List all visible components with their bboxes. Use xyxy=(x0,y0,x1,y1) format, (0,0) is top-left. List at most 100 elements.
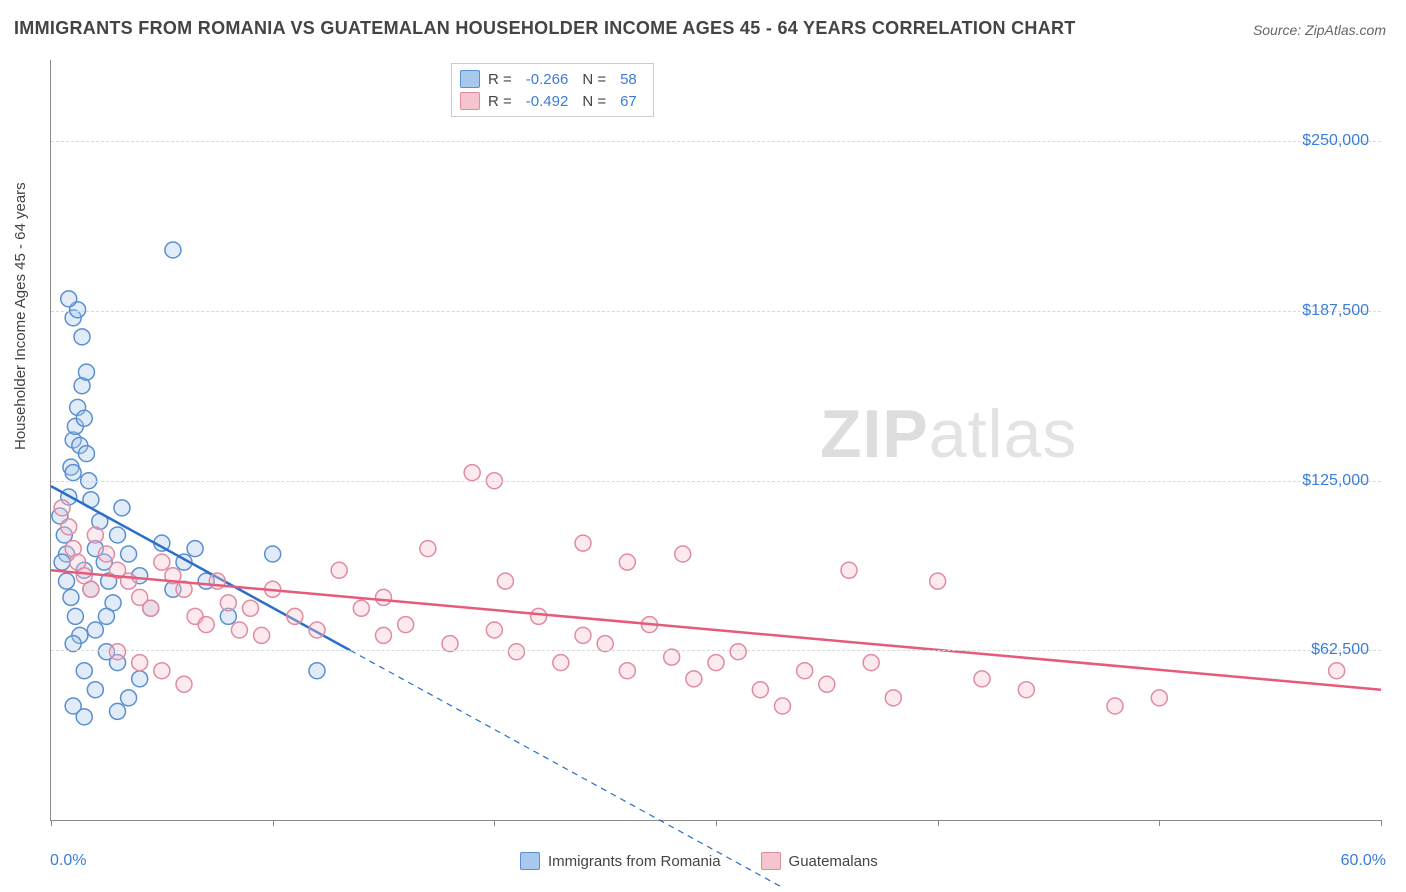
data-point xyxy=(1151,690,1167,706)
x-tick xyxy=(938,820,939,826)
data-point xyxy=(686,671,702,687)
legend-swatch xyxy=(460,92,480,110)
data-point xyxy=(61,291,77,307)
stat-r-label: R = xyxy=(488,93,512,110)
data-point xyxy=(87,622,103,638)
data-point xyxy=(575,627,591,643)
data-point xyxy=(63,589,79,605)
data-point xyxy=(98,608,114,624)
data-point xyxy=(121,546,137,562)
data-point xyxy=(775,698,791,714)
x-tick xyxy=(1159,820,1160,826)
data-point xyxy=(143,600,159,616)
data-point xyxy=(841,562,857,578)
data-point xyxy=(1107,698,1123,714)
data-point xyxy=(420,541,436,557)
stat-row: R =-0.266N =58 xyxy=(460,68,643,90)
data-point xyxy=(309,663,325,679)
x-tick-min: 0.0% xyxy=(50,852,86,870)
data-point xyxy=(575,535,591,551)
data-point xyxy=(708,655,724,671)
data-point xyxy=(464,465,480,481)
data-point xyxy=(597,636,613,652)
data-point xyxy=(243,600,259,616)
data-point xyxy=(442,636,458,652)
data-point xyxy=(553,655,569,671)
data-point xyxy=(376,627,392,643)
data-point xyxy=(309,622,325,638)
data-point xyxy=(531,608,547,624)
data-point xyxy=(110,644,126,660)
stat-box: R =-0.266N =58R =-0.492N =67 xyxy=(451,63,654,117)
stat-r-label: R = xyxy=(488,71,512,88)
legend-swatch xyxy=(520,852,540,870)
data-point xyxy=(497,573,513,589)
data-point xyxy=(675,546,691,562)
data-point xyxy=(331,562,347,578)
data-point xyxy=(59,573,75,589)
stat-r-value: -0.266 xyxy=(520,71,575,88)
trend-line xyxy=(51,570,1381,689)
data-point xyxy=(376,589,392,605)
legend-item: Guatemalans xyxy=(761,852,878,870)
x-tick-max: 60.0% xyxy=(1341,852,1386,870)
data-point xyxy=(78,446,94,462)
data-point xyxy=(132,671,148,687)
x-tick xyxy=(494,820,495,826)
x-tick xyxy=(273,820,274,826)
data-point xyxy=(974,671,990,687)
data-point xyxy=(353,600,369,616)
data-point xyxy=(730,644,746,660)
data-point xyxy=(83,581,99,597)
data-point xyxy=(76,663,92,679)
stat-n-value: 58 xyxy=(614,71,643,88)
data-point xyxy=(398,617,414,633)
data-point xyxy=(664,649,680,665)
data-point xyxy=(231,622,247,638)
data-point xyxy=(1329,663,1345,679)
data-point xyxy=(797,663,813,679)
legend-swatch xyxy=(460,70,480,88)
data-point xyxy=(61,519,77,535)
data-point xyxy=(198,617,214,633)
data-point xyxy=(132,655,148,671)
data-point xyxy=(65,636,81,652)
data-point xyxy=(752,682,768,698)
data-point xyxy=(176,676,192,692)
gridline xyxy=(51,141,1381,142)
data-point xyxy=(54,554,70,570)
data-point xyxy=(54,500,70,516)
gridline xyxy=(51,650,1381,651)
legend-item: Immigrants from Romania xyxy=(520,852,721,870)
x-tick xyxy=(1381,820,1382,826)
stat-n-value: 67 xyxy=(614,93,643,110)
y-tick-label: $250,000 xyxy=(1302,132,1369,150)
chart-title: IMMIGRANTS FROM ROMANIA VS GUATEMALAN HO… xyxy=(14,18,1076,39)
legend-label: Guatemalans xyxy=(789,853,878,870)
data-point xyxy=(165,242,181,258)
data-point xyxy=(486,622,502,638)
y-tick-label: $62,500 xyxy=(1311,641,1369,659)
chart-svg xyxy=(51,60,1381,820)
y-tick-label: $187,500 xyxy=(1302,302,1369,320)
plot-area: R =-0.266N =58R =-0.492N =67 $62,500$125… xyxy=(50,60,1381,821)
stat-row: R =-0.492N =67 xyxy=(460,90,643,112)
data-point xyxy=(885,690,901,706)
legend-label: Immigrants from Romania xyxy=(548,853,721,870)
data-point xyxy=(98,546,114,562)
x-tick xyxy=(51,820,52,826)
data-point xyxy=(265,546,281,562)
data-point xyxy=(87,527,103,543)
data-point xyxy=(154,663,170,679)
y-tick-label: $125,000 xyxy=(1302,472,1369,490)
data-point xyxy=(287,608,303,624)
data-point xyxy=(74,329,90,345)
data-point xyxy=(187,541,203,557)
data-point xyxy=(254,627,270,643)
data-point xyxy=(930,573,946,589)
stat-n-label: N = xyxy=(582,93,606,110)
data-point xyxy=(619,554,635,570)
data-point xyxy=(65,465,81,481)
data-point xyxy=(154,554,170,570)
data-point xyxy=(220,595,236,611)
